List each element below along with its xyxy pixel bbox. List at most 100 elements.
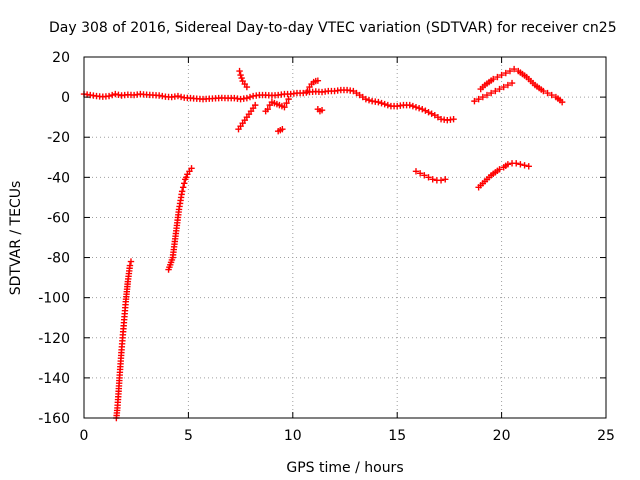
x-axis-title: GPS time / hours bbox=[286, 460, 403, 476]
data-point bbox=[108, 91, 116, 99]
data-point bbox=[409, 102, 417, 110]
data-point bbox=[174, 92, 182, 100]
y-tick-label: -20 bbox=[47, 130, 70, 146]
data-point bbox=[179, 184, 187, 191]
data-point bbox=[483, 91, 491, 99]
x-tick-label: 5 bbox=[184, 428, 193, 444]
data-point bbox=[422, 107, 429, 114]
data-point bbox=[281, 103, 288, 111]
y-tick-label: -80 bbox=[47, 251, 70, 267]
x-tick-label: 15 bbox=[388, 428, 406, 444]
data-point bbox=[513, 160, 520, 167]
data-point bbox=[243, 83, 251, 91]
marks-layer bbox=[80, 65, 566, 422]
data-point bbox=[362, 95, 370, 103]
data-point bbox=[406, 101, 413, 109]
data-point bbox=[415, 104, 423, 112]
data-point bbox=[498, 71, 505, 79]
y-tick-label: -120 bbox=[38, 331, 70, 347]
data-point bbox=[429, 176, 436, 183]
data-point bbox=[494, 73, 501, 81]
data-point bbox=[442, 176, 449, 183]
y-tick-label: 0 bbox=[61, 90, 70, 106]
data-point bbox=[416, 170, 424, 177]
x-tick-label: 25 bbox=[597, 428, 615, 444]
data-point bbox=[558, 98, 566, 106]
data-point bbox=[487, 89, 495, 97]
data-point bbox=[375, 98, 382, 106]
data-point bbox=[126, 262, 134, 269]
data-point bbox=[521, 162, 528, 169]
data-point bbox=[181, 180, 188, 187]
data-point bbox=[236, 67, 243, 75]
data-point bbox=[492, 87, 499, 95]
data-point bbox=[378, 99, 385, 107]
data-point bbox=[525, 163, 532, 170]
data-point bbox=[115, 91, 122, 99]
data-point bbox=[504, 81, 512, 89]
data-point bbox=[412, 168, 420, 175]
data-point bbox=[450, 115, 457, 123]
y-tick-label: 20 bbox=[52, 50, 70, 66]
ticks-layer: 0 5 10 15 20 25 20 0 -20 -40 -60 -80 -100 -120 -140 -16… bbox=[38, 50, 615, 444]
x-tick-label: 10 bbox=[284, 428, 302, 444]
data-point bbox=[437, 177, 445, 184]
y-axis-title: SDTVAR / TECUs bbox=[8, 181, 24, 296]
y-tick-label: -40 bbox=[47, 170, 70, 186]
data-point bbox=[496, 85, 503, 93]
data-point bbox=[283, 99, 290, 107]
data-point bbox=[479, 93, 487, 101]
data-point bbox=[504, 161, 512, 168]
data-point bbox=[252, 101, 259, 109]
plot-frame bbox=[83, 56, 607, 419]
data-point bbox=[188, 165, 195, 172]
data-point bbox=[419, 105, 426, 113]
data-point bbox=[112, 90, 119, 98]
data-point bbox=[517, 161, 524, 168]
data-point bbox=[304, 87, 311, 95]
data-point bbox=[384, 101, 392, 109]
data-point bbox=[127, 258, 135, 265]
data-point bbox=[421, 172, 428, 179]
data-point bbox=[177, 93, 185, 101]
chart-title: Day 308 of 2016, Sidereal Day-to-day VTE… bbox=[49, 20, 617, 36]
data-point bbox=[471, 97, 478, 105]
data-point bbox=[500, 83, 507, 91]
data-point bbox=[502, 69, 509, 77]
data-point bbox=[318, 106, 326, 114]
data-point bbox=[285, 95, 292, 103]
data-point bbox=[365, 96, 373, 104]
data-point bbox=[237, 71, 244, 79]
data-point bbox=[264, 105, 271, 113]
data-point bbox=[412, 103, 420, 111]
y-tick-label: -100 bbox=[38, 291, 70, 307]
data-point bbox=[178, 188, 186, 195]
y-tick-label: -60 bbox=[47, 210, 70, 226]
x-tick-label: 20 bbox=[493, 428, 511, 444]
data-point bbox=[475, 95, 482, 103]
y-tick-label: -140 bbox=[38, 371, 70, 387]
data-point bbox=[510, 65, 518, 73]
data-point bbox=[506, 67, 514, 75]
data-point bbox=[279, 126, 286, 133]
data-point bbox=[428, 110, 435, 117]
data-point bbox=[183, 174, 190, 181]
data-point bbox=[425, 108, 432, 116]
data-point bbox=[544, 89, 551, 97]
x-tick-label: 0 bbox=[80, 428, 89, 444]
data-point bbox=[548, 91, 555, 99]
data-point bbox=[246, 93, 254, 101]
data-point bbox=[381, 100, 388, 108]
y-tick-label: -160 bbox=[38, 411, 70, 427]
grid-layer bbox=[84, 57, 606, 418]
data-point bbox=[496, 166, 503, 173]
data-point bbox=[314, 77, 322, 84]
data-point bbox=[508, 79, 516, 87]
data-point bbox=[540, 87, 547, 95]
data-point bbox=[243, 94, 251, 102]
data-point bbox=[238, 74, 245, 82]
data-point bbox=[490, 75, 497, 83]
data-point bbox=[105, 92, 113, 100]
data-point bbox=[425, 174, 432, 181]
